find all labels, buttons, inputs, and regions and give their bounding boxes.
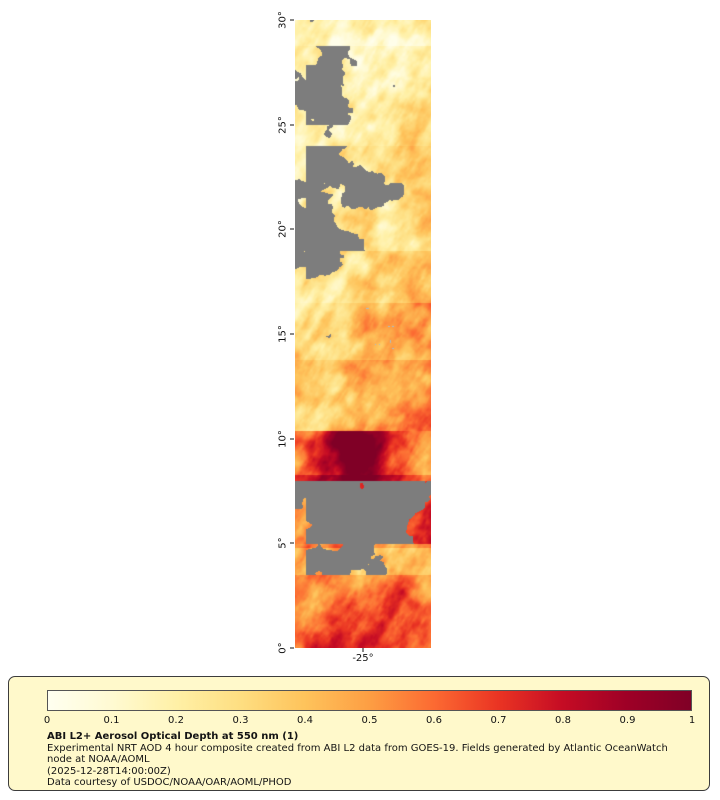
lat-tick-label: 15° xyxy=(277,325,289,343)
colorbar-tick-label: 0.2 xyxy=(168,715,184,726)
colorbar-tick-label: 0.1 xyxy=(103,715,120,726)
colorbar-tick-label: 0.9 xyxy=(619,715,636,726)
colorbar-tick-label: 0.7 xyxy=(490,715,507,726)
legend-timestamp: (2025-12-28T14:00:00Z) xyxy=(47,765,171,777)
legend-courtesy: Data courtesy of USDOC/NOAA/OAR/AOML/PHO… xyxy=(47,777,292,788)
legend-panel: 0 0.1 0.2 0.3 0.4 0.5 0.6 0.7 0.8 0.9 1 ABI L2+ Ae… xyxy=(8,676,710,791)
legend-title: ABI L2+ Aerosol Optical Depth at 550 nm … xyxy=(47,731,299,742)
lat-tick-label: 0° xyxy=(277,642,289,654)
colorbar xyxy=(47,690,692,711)
lon-tick-mark xyxy=(362,648,364,652)
colorbar-tick-label: 0.6 xyxy=(426,715,442,726)
lat-tick-mark xyxy=(290,542,294,544)
colorbar-tick-label: 0.3 xyxy=(232,715,249,726)
colorbar-tick-label: 0 xyxy=(43,715,51,726)
lat-tick-mark xyxy=(290,124,294,126)
colorbar-tick-label: 0.4 xyxy=(297,715,313,726)
legend-description: Experimental NRT AOD 4 hour composite cr… xyxy=(47,742,668,766)
lat-tick-mark xyxy=(290,228,294,230)
colorbar-tick-label: 1 xyxy=(688,715,696,726)
lat-tick-label: 5° xyxy=(277,537,289,550)
colorbar-tick-label: 0.8 xyxy=(555,715,571,726)
lat-tick-mark xyxy=(290,438,294,440)
aod-raster-map xyxy=(295,20,431,648)
lat-tick-label: 20° xyxy=(277,220,289,239)
lat-tick-label: 25° xyxy=(277,115,289,134)
lat-tick-label: 10° xyxy=(277,429,289,448)
lat-tick-label: 30° xyxy=(277,11,289,29)
lat-tick-mark xyxy=(290,647,294,649)
lat-tick-mark xyxy=(290,333,294,335)
lat-tick-mark xyxy=(290,19,294,21)
colorbar-tick-label: 0.5 xyxy=(361,715,378,726)
legend-caption: ABI L2+ Aerosol Optical Depth at 550 nm … xyxy=(47,731,687,789)
lon-tick-label: -25° xyxy=(352,653,374,664)
